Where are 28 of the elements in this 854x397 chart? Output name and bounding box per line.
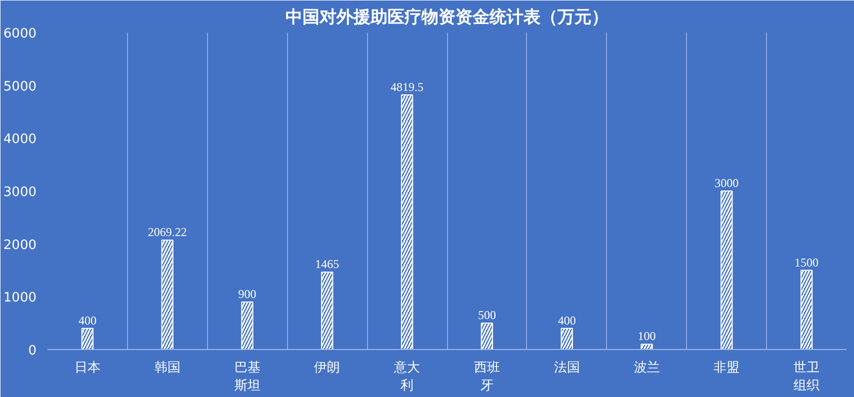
data-label: 3000 xyxy=(714,176,739,190)
x-tick-label: 世卫组织 xyxy=(794,360,820,394)
x-tick-label: 巴基斯坦 xyxy=(234,360,260,394)
data-label: 1465 xyxy=(315,257,340,272)
x-tick-label: 非盟 xyxy=(714,360,740,376)
x-tick-label: 日本 xyxy=(74,360,100,376)
data-label: 400 xyxy=(558,313,576,328)
data-label: 100 xyxy=(638,329,656,344)
data-label: 500 xyxy=(478,308,496,322)
data-label: 4819.5 xyxy=(390,80,424,94)
x-tick-label: 意大利 xyxy=(393,360,420,394)
y-tick-label: 1000 xyxy=(3,290,37,306)
x-tick-label: 波兰 xyxy=(634,360,660,376)
x-tick-label: 西班牙 xyxy=(474,360,500,394)
y-tick-label: 2000 xyxy=(3,238,37,253)
y-tick-label: 0 xyxy=(28,344,37,358)
x-tick-label: 韩国 xyxy=(154,360,180,376)
chart-title: 中国对外援助医疗物资资金统计表（万元） xyxy=(286,8,608,28)
y-tick-label: 4000 xyxy=(3,132,37,148)
x-tick-label: 伊朗 xyxy=(314,360,340,376)
data-label: 1500 xyxy=(794,255,819,270)
y-tick-label: 5000 xyxy=(3,79,37,94)
data-label: 900 xyxy=(238,286,256,301)
y-tick-label: 6000 xyxy=(3,26,37,42)
data-label: 400 xyxy=(78,313,96,328)
y-tick-label: 3000 xyxy=(3,185,37,200)
data-label: 2069.22 xyxy=(148,225,187,240)
x-tick-label: 法国 xyxy=(554,360,580,376)
